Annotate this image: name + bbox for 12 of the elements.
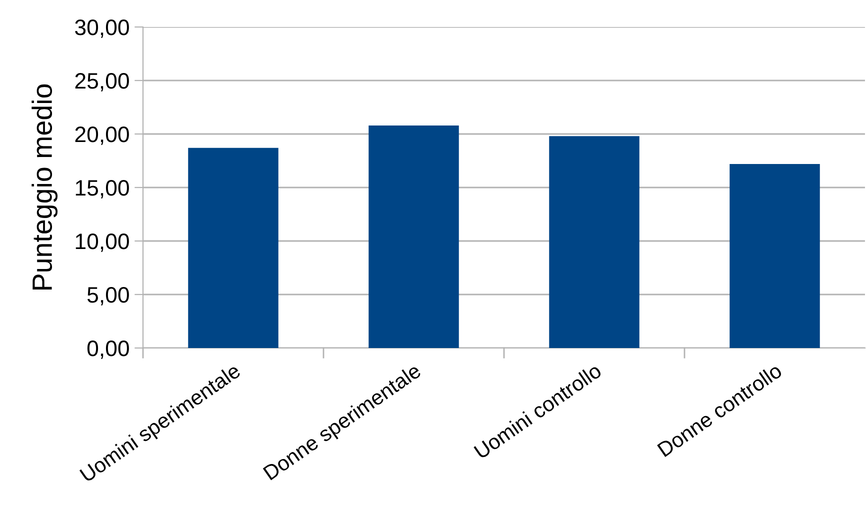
- bar: [549, 136, 640, 348]
- bar: [368, 125, 459, 348]
- y-tick-label: 15,00: [76, 180, 129, 198]
- y-tick-label: 30,00: [75, 20, 129, 38]
- y-tick-label: 10,00: [76, 234, 129, 252]
- y-tick-label: 20,00: [75, 126, 129, 145]
- y-tick-label: 25,00: [75, 73, 129, 92]
- bar: [188, 148, 278, 348]
- y-tick-label: 5,00: [87, 287, 129, 306]
- y-tick-label: 0,00: [87, 340, 129, 359]
- y-axis-title: Punteggio medio: [32, 84, 58, 290]
- bar: [730, 164, 820, 348]
